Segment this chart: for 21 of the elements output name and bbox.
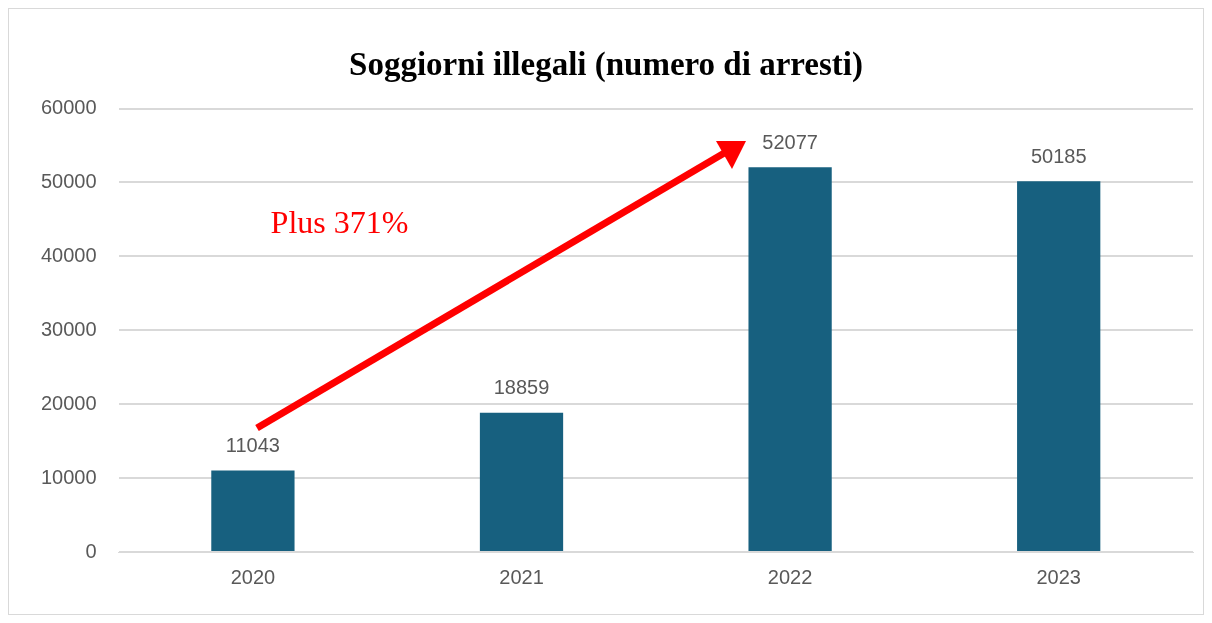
data-label: 52077 bbox=[762, 130, 818, 153]
data-label: 50185 bbox=[1030, 144, 1087, 167]
x-tick-label: 2022 bbox=[767, 565, 813, 588]
data-label: 18859 bbox=[493, 376, 550, 399]
y-tick-label: 0 bbox=[85, 539, 97, 562]
x-tick-label: 2021 bbox=[499, 565, 544, 588]
chart-title: Soggiorni illegali (numero di arresti) bbox=[349, 46, 863, 84]
data-label: 11043 bbox=[225, 433, 280, 456]
bar bbox=[211, 470, 295, 551]
bar bbox=[1017, 181, 1101, 551]
bar bbox=[748, 167, 832, 551]
y-tick-label: 20000 bbox=[40, 391, 97, 414]
annotation: Plus 371% bbox=[270, 204, 409, 241]
y-tick-label: 10000 bbox=[40, 465, 97, 488]
x-tick-label: 2023 bbox=[1036, 565, 1081, 588]
y-tick-label: 60000 bbox=[40, 96, 97, 119]
y-tick-label: 40000 bbox=[40, 243, 97, 266]
y-tick-label: 50000 bbox=[40, 170, 97, 193]
y-tick-label: 30000 bbox=[40, 317, 97, 340]
x-tick-label: 2020 bbox=[230, 565, 276, 588]
bar bbox=[479, 412, 564, 551]
